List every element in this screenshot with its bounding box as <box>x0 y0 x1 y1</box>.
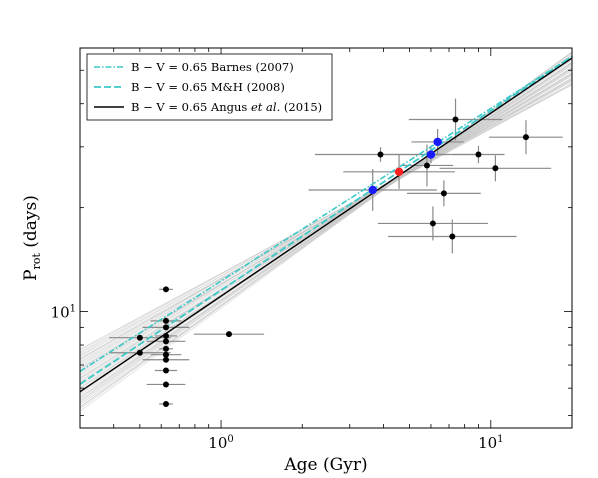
model-line-barnes <box>80 55 572 372</box>
data-point <box>162 367 169 374</box>
plot-area <box>80 51 572 412</box>
data-point <box>475 151 482 158</box>
data-point <box>449 233 456 240</box>
data-point <box>162 351 169 358</box>
data-point <box>162 345 169 352</box>
x-tick-label-10: 101 <box>478 434 503 452</box>
data-point <box>492 165 499 172</box>
model-line-mh <box>80 55 572 385</box>
data-point-blue <box>368 185 377 195</box>
legend-label-barnes: B − V = 0.65 Barnes (2007) <box>131 60 294 74</box>
model-line-angus <box>80 57 572 393</box>
data-points <box>136 116 529 407</box>
data-point <box>452 116 459 123</box>
data-point-blue <box>433 137 442 147</box>
data-point <box>440 190 447 197</box>
data-point <box>429 220 436 227</box>
data-point <box>162 356 169 363</box>
legend-box <box>86 53 333 121</box>
data-point-red <box>394 167 404 177</box>
data-point <box>162 381 169 388</box>
data-point <box>136 349 143 356</box>
data-point <box>162 324 169 331</box>
data-point <box>162 317 169 324</box>
data-point <box>522 134 529 141</box>
x-tick-label-1: 100 <box>208 434 233 452</box>
data-point <box>162 286 169 293</box>
plot-frame <box>79 47 573 429</box>
data-point <box>162 338 169 345</box>
data-point <box>377 151 384 158</box>
x-axis-label: Age (Gyr) <box>283 455 367 475</box>
legend: B − V = 0.65 Barnes (2007) B − V = 0.65 … <box>86 53 333 121</box>
data-point <box>162 332 169 339</box>
model-lines <box>80 55 572 393</box>
y-axis-label: Prot (days) <box>21 195 43 281</box>
data-point-blue <box>426 150 436 159</box>
y-tick-label-10: 101 <box>51 304 76 322</box>
data-point <box>162 400 169 407</box>
legend-label-mh: B − V = 0.65 M&H (2008) <box>131 80 285 94</box>
legend-label-angus: B − V = 0.65 Angus et al. (2015) <box>131 100 322 114</box>
axis-ticks <box>79 48 573 428</box>
data-point <box>225 331 232 338</box>
data-point <box>136 334 143 341</box>
data-point <box>423 162 430 169</box>
